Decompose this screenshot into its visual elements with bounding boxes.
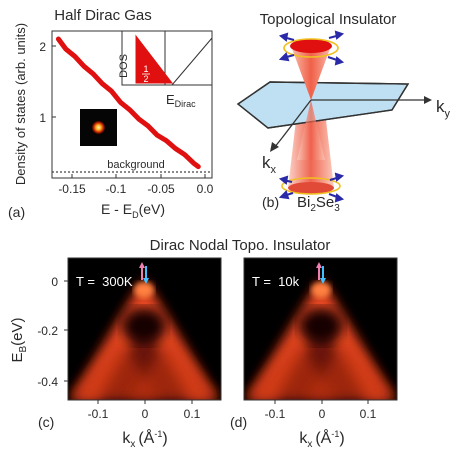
- bottom-ytick-2: -0.4: [37, 375, 58, 389]
- bottom-yticks: [64, 280, 68, 382]
- lower-spin-arrows: [278, 172, 345, 203]
- arpes-spin-arrows-d: [316, 262, 326, 284]
- panel-d-label: (d): [230, 414, 247, 430]
- panel-a-label: (a): [8, 204, 25, 220]
- panel-a-xticks: [71, 174, 206, 178]
- panel-a-dos-curve: [55, 36, 201, 170]
- arpes-image-c: [68, 258, 221, 400]
- inset-edirac-label: EDirac: [166, 92, 196, 109]
- xtick-c-0: -0.1: [88, 407, 109, 421]
- inset-half-den: 2: [143, 74, 148, 84]
- bottom-ytick-0: 0: [51, 275, 58, 289]
- panel-a-xtick-m005: -0.05: [147, 182, 175, 196]
- temp-label-d: T = 10k: [252, 274, 300, 289]
- panel-a-xtick-0: 0.0: [197, 182, 214, 196]
- panel-a-title: Half Dirac Gas: [54, 7, 152, 24]
- xtick-d-0: -0.1: [265, 407, 286, 421]
- bottom-ytick-1: -0.2: [37, 324, 58, 338]
- xtick-d-2: 0.1: [360, 407, 377, 421]
- upper-spin-arrows: [278, 30, 345, 66]
- temp-label-c: T = 300K: [76, 274, 133, 289]
- panel-a-xlabel: E - ED(eV): [101, 201, 165, 220]
- inset-half-num: 1: [143, 64, 148, 74]
- bottom-ylabel: EB(eV): [9, 317, 29, 362]
- xticks-d: [274, 400, 369, 404]
- panel-a-xtick-m015: -0.15: [58, 182, 86, 196]
- xticks-c: [97, 400, 193, 404]
- panel-b-label: (b): [262, 194, 279, 210]
- kx-axis: [281, 99, 312, 139]
- panel-a-ytick-1: 1: [39, 111, 46, 125]
- panel-a-dos-inset: DOS 1 2 EDirac: [118, 30, 213, 109]
- upper-spin-ring: [283, 38, 339, 58]
- upper-cone-top: [290, 39, 332, 53]
- panel-c-label: (c): [38, 414, 54, 430]
- kx-label: kx: [262, 153, 277, 176]
- arpes-spin-arrows-c: [139, 262, 149, 284]
- panel-a-yticks: [52, 45, 56, 118]
- xlabel-d: kx (Å-1): [299, 428, 344, 450]
- xtick-c-1: 0: [142, 407, 149, 421]
- lower-spin-ring: [281, 177, 341, 195]
- material-label: Bi2Se3: [297, 194, 340, 214]
- inset-dos-label: DOS: [118, 54, 130, 78]
- panel-a-ytick-2: 2: [39, 40, 46, 54]
- arpes-frame-d: [243, 257, 398, 401]
- panel-a-background-label: background: [107, 159, 165, 171]
- panel-a-inset-dot: [91, 120, 106, 135]
- upper-cone: [291, 46, 331, 100]
- panel-a: Half Dirac Gas 2 1 -0.15 -0.1 -0.05 0.0 …: [8, 7, 214, 220]
- ky-label: ky: [436, 97, 451, 120]
- brillouin-plane-edge: [236, 81, 410, 129]
- lower-cone-upper: [297, 100, 325, 160]
- panel-b: Topological Insulator: [236, 11, 451, 214]
- lower-cone-base: [288, 182, 334, 194]
- xtick-d-1: 0: [319, 407, 326, 421]
- panel-b-title: Topological Insulator: [260, 11, 397, 28]
- bottom-title: Dirac Nodal Topo. Insulator: [150, 237, 331, 254]
- panel-a-xtick-m01: -0.1: [106, 182, 127, 196]
- xtick-c-2: 0.1: [184, 407, 201, 421]
- xlabel-c: kx (Å-1): [122, 428, 167, 450]
- arpes-image-d: [244, 258, 397, 400]
- panel-a-ylabel: Density of states(arb. units): [13, 23, 28, 185]
